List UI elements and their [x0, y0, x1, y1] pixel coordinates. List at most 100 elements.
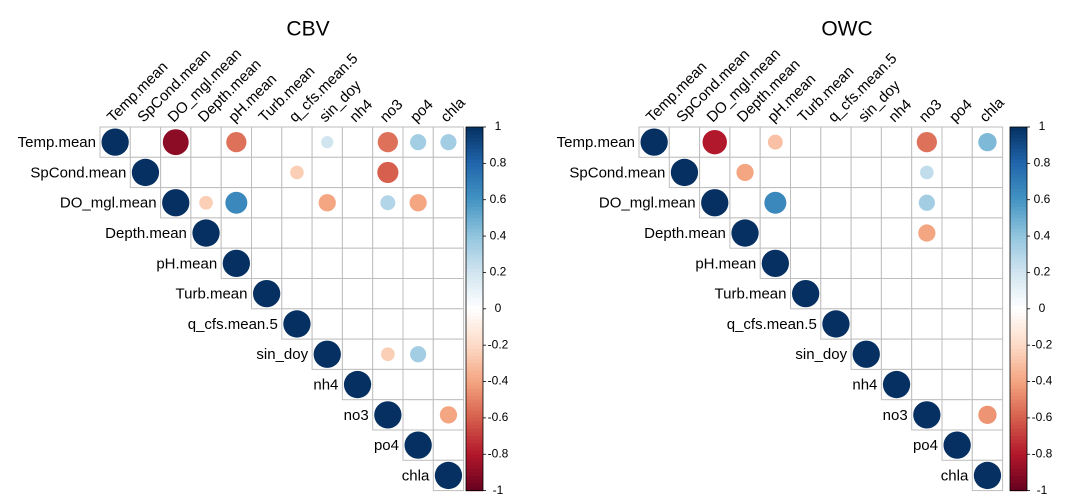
color-legend-swatch [1010, 410, 1027, 415]
grid-cell [971, 368, 1004, 401]
color-legend-swatch [1010, 217, 1027, 223]
correlation-circle [374, 401, 402, 429]
grid-cell [941, 278, 973, 310]
grid-cell [402, 217, 434, 249]
correlation-circle [882, 370, 911, 399]
color-legend-swatch [466, 399, 483, 404]
color-legend-swatch [1010, 465, 1027, 470]
color-legend-swatch [1010, 152, 1027, 157]
color-legend-swatch [1010, 276, 1027, 281]
grid-cell [941, 156, 973, 189]
color-legend-swatch [466, 232, 483, 237]
grid-cell [372, 247, 404, 279]
color-legend-swatch [1010, 210, 1027, 215]
grid-cell [820, 278, 852, 310]
color-legend-swatch [1010, 188, 1027, 194]
color-legend-swatch [466, 359, 483, 364]
grid-cell [341, 187, 374, 219]
row-label: sin_doy [256, 346, 308, 363]
grid-cell [402, 399, 434, 431]
grid-cell [941, 126, 973, 158]
row-label: Turb.mean [176, 286, 248, 303]
grid-cell [160, 156, 192, 189]
color-legend-swatch [466, 392, 483, 397]
color-legend-tick-label: -0.8 [488, 446, 509, 460]
color-legend-swatch [466, 363, 483, 368]
color-legend-swatch [1010, 214, 1027, 219]
color-legend-swatch [1010, 261, 1027, 266]
color-legend-tick-label: 1 [1039, 119, 1046, 133]
color-legend-swatch [466, 272, 483, 277]
row-label: chla [941, 467, 969, 484]
row-label: no3 [344, 407, 369, 424]
color-legend-swatch [466, 225, 483, 230]
grid-cell [432, 217, 465, 249]
color-legend-swatch [466, 192, 483, 197]
correlation-circle [283, 310, 311, 338]
color-legend-swatch [466, 156, 483, 161]
grid-cell [759, 156, 792, 189]
color-legend-swatch [466, 127, 483, 132]
color-legend-swatch [1010, 472, 1027, 477]
correlation-circle [920, 165, 934, 180]
grid-cell [432, 247, 465, 279]
color-legend-tick-label: -0.4 [488, 374, 509, 388]
grid-cell [402, 308, 434, 340]
correlation-circle [222, 249, 251, 277]
grid-cell [341, 247, 374, 279]
color-legend-tick-label: 0 [495, 301, 502, 315]
color-legend-swatch [466, 432, 483, 437]
correlation-circle [253, 280, 281, 308]
correlation-circle [404, 431, 432, 459]
color-legend-swatch [1010, 421, 1027, 426]
color-legend-swatch [466, 476, 483, 481]
color-legend-swatch [466, 334, 483, 339]
color-legend-swatch [466, 228, 483, 234]
color-legend-swatch [1010, 290, 1027, 295]
color-legend-swatch [466, 312, 483, 317]
color-legend-swatch [466, 279, 483, 284]
col-label: po4 [946, 96, 976, 126]
correlation-circle [409, 194, 427, 212]
color-legend-swatch [1010, 457, 1027, 463]
color-legend-swatch [466, 479, 483, 484]
color-legend-swatch [466, 243, 483, 248]
grid-cell [820, 126, 852, 158]
grid-cell [790, 187, 822, 219]
correlation-circle [313, 340, 341, 368]
grid-cell [251, 247, 283, 279]
color-legend: 1 0.8 0.6 0.4 0.2 0 -0.2 -0.4 -0.6 -0.8 -1 [1009, 119, 1053, 497]
color-legend-swatch [466, 421, 483, 426]
grid-cell [729, 187, 761, 219]
color-legend-swatch [466, 257, 483, 263]
color-legend-swatch [1010, 439, 1027, 444]
color-legend-swatch [1010, 461, 1027, 466]
color-legend-swatch [466, 406, 483, 412]
color-legend-swatch [466, 326, 483, 332]
color-legend-swatch [466, 396, 483, 401]
color-legend-swatch [1010, 163, 1027, 168]
col-label: chla [976, 94, 1008, 126]
color-legend-swatch [1010, 159, 1027, 164]
row-label: q_cfs.mean.5 [188, 316, 278, 333]
color-legend-swatch [466, 268, 483, 274]
color-legend-swatch [1010, 283, 1027, 288]
color-legend-swatch [1010, 345, 1027, 350]
grid-cell [311, 308, 343, 340]
color-legend-swatch [466, 217, 483, 223]
corrplot-panel-owc: OWC Temp.mean SpCond.mean DO_mgl.mean Depth.… [557, 18, 1053, 497]
row-label: DO_mgl.mean [60, 195, 157, 212]
color-legend-swatch [1010, 294, 1027, 299]
correlation-circle [199, 195, 213, 210]
grid-cell [402, 247, 434, 279]
color-legend-swatch [1010, 185, 1027, 190]
color-legend-swatch [1010, 486, 1027, 492]
correlation-circle [380, 195, 396, 211]
color-legend-swatch [1010, 348, 1027, 354]
grid-cell [911, 368, 943, 401]
color-legend-tick-label: -0.8 [1032, 446, 1053, 460]
grid-cell [190, 156, 222, 189]
color-legend-swatch [466, 214, 483, 219]
color-legend-swatch [1010, 265, 1027, 270]
grid-cell [311, 247, 343, 279]
